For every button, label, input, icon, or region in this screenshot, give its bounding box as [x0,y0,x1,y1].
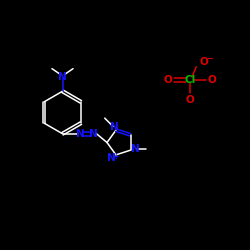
Text: Cl: Cl [184,75,196,85]
Text: O: O [186,95,194,105]
Text: O: O [199,57,208,67]
Text: N: N [110,122,119,132]
Text: +: + [112,152,118,161]
Text: O: O [208,75,216,85]
Text: N: N [107,153,116,163]
Text: −: − [206,54,214,63]
Text: N: N [76,129,84,139]
Text: N: N [90,129,98,139]
Text: O: O [164,75,172,85]
Text: N: N [58,72,67,83]
Text: N: N [131,144,140,154]
